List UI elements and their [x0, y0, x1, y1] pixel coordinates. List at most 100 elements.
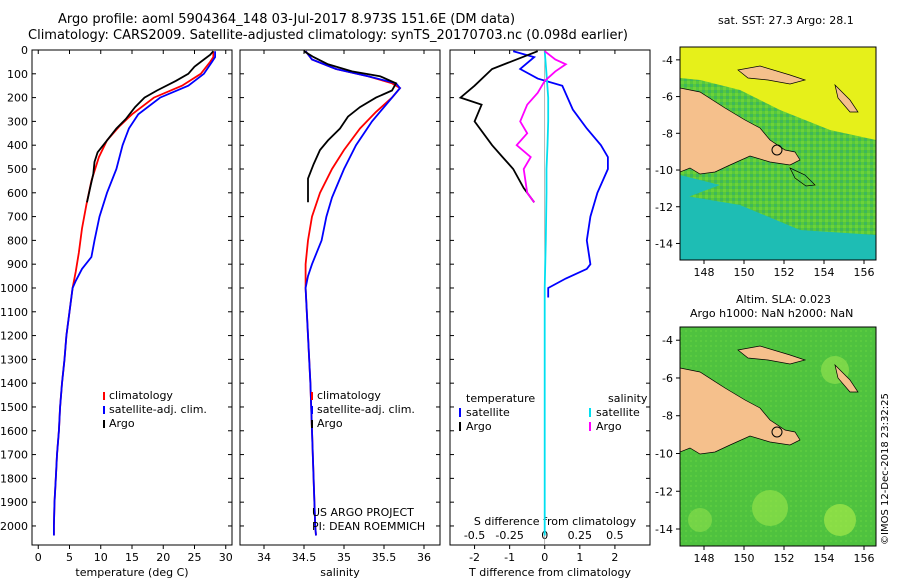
y-tick-label: 1000 [0, 282, 28, 295]
series-line-argo [86, 50, 214, 203]
map-lat-label: -8 [662, 127, 673, 140]
x-tick-label: 5 [66, 551, 73, 564]
land-new-guinea [680, 87, 801, 175]
y-tick-label: 0 [21, 44, 28, 57]
x-tick-label: 35 [337, 551, 351, 564]
map-lat-label: -12 [655, 485, 673, 498]
difference-panel: -2 -1 0 1 2-0.5 -0.25 0 0.25 0.5S difference fro… [449, 49, 651, 579]
temperature-panel: 0 5 10 15 20 25 30 temperature (deg C) 0 100 200 30… [0, 44, 233, 579]
y-tick-label: 1600 [0, 425, 28, 438]
y-tick-label: 2000 [0, 520, 28, 533]
land-new-guinea [680, 367, 801, 455]
sst-field-warm [680, 47, 876, 140]
y-tick-label: 300 [7, 115, 28, 128]
x-tick-label: 30 [219, 551, 233, 564]
sla-highlight [688, 508, 712, 532]
legend-label: satellite-adj. clim. [317, 403, 415, 416]
map-lat-label: -6 [662, 91, 673, 104]
map-lon-label: 150 [734, 552, 755, 565]
sst-field-cool-2 [680, 175, 720, 200]
y-tick-label: 1300 [0, 353, 28, 366]
map-lat-label: -10 [655, 447, 673, 460]
x-tick-label: -1 [504, 551, 515, 564]
x-tick-label: 34 [257, 551, 271, 564]
series-line-salinity-argo [515, 50, 568, 203]
map-lon-label: 156 [854, 552, 875, 565]
top-tick-label: -0.5 [464, 529, 485, 542]
y-tick-label: 900 [7, 258, 28, 271]
map-lon-label: 154 [814, 552, 835, 565]
legend-label: Argo [317, 417, 343, 430]
y-tick-label: 1100 [0, 306, 28, 319]
y-tick-label: 800 [7, 234, 28, 247]
y-tick-label: 1400 [0, 377, 28, 390]
y-tick-label: 1900 [0, 496, 28, 509]
sla-map-title-line1: Altim. SLA: 0.023 [736, 293, 832, 306]
map-lat-label: -14 [655, 523, 673, 536]
argo-position-marker [771, 426, 783, 438]
top-tick-label: 0.5 [606, 529, 624, 542]
credit-line1: US ARGO PROJECT [312, 506, 414, 519]
sla-map [680, 327, 876, 546]
map-lat-label: -6 [662, 372, 673, 385]
map-lat-label: -12 [655, 201, 673, 214]
y-tick-label: 1500 [0, 401, 28, 414]
y-tick-label: 400 [7, 139, 28, 152]
legend-label: satellite [466, 406, 510, 419]
sla-highlight [824, 504, 856, 536]
x-tick-label: 0 [35, 551, 42, 564]
series-line-satellite-adj-clim- [304, 50, 402, 536]
map-lat-label: -4 [662, 334, 673, 347]
islands-louisiade [789, 167, 816, 187]
map-lon-label: 148 [694, 552, 715, 565]
sla-map-frame [679, 326, 877, 547]
top-tick-label: -0.25 [495, 529, 523, 542]
y-tick-label: 500 [7, 163, 28, 176]
y-tick-label: 200 [7, 92, 28, 105]
land-bougainville [834, 363, 859, 393]
plot-frame [449, 49, 651, 546]
map-lon-label: 152 [774, 266, 795, 279]
series-line-argo [303, 50, 398, 203]
y-tick-label: 700 [7, 211, 28, 224]
legend-label: Argo [109, 417, 135, 430]
sla-highlight [752, 490, 788, 526]
map-lon-label: 156 [854, 266, 875, 279]
sst-map-frame [679, 46, 877, 261]
map-lat-label: -8 [662, 410, 673, 423]
series-line-temperature-satellite [512, 50, 609, 298]
map-lon-label: 148 [694, 266, 715, 279]
x-tick-label: -2 [469, 551, 480, 564]
x-axis-label: salinity [320, 566, 360, 579]
sst-map [680, 47, 876, 260]
map-lon-label: 154 [814, 266, 835, 279]
x-tick-label: 10 [94, 551, 108, 564]
x-tick-label: 35.5 [372, 551, 397, 564]
top-axis-label: S difference from climatology [474, 515, 637, 528]
sst-field-cool [680, 195, 876, 260]
top-tick-label: 0.25 [568, 529, 593, 542]
legend-label: Argo [466, 420, 492, 433]
x-axis-label: temperature (deg C) [75, 566, 188, 579]
map-lon-label: 150 [734, 266, 755, 279]
y-tick-label: 600 [7, 187, 28, 200]
map-axes: 148 150 152 154 156 -4 -6 -8 -10 -12 -14 148 150 152 1… [655, 54, 874, 565]
legend-label: climatology [109, 389, 173, 402]
legend-header: salinity [608, 392, 648, 405]
map-lon-label: 152 [774, 552, 795, 565]
x-axis-label: T difference from climatology [468, 566, 631, 579]
y-tick-label: 1800 [0, 472, 28, 485]
legend-label: climatology [317, 389, 381, 402]
legend-label: satellite-adj. clim. [109, 403, 207, 416]
plot-frame [239, 49, 441, 546]
x-tick-label: 34.5 [292, 551, 317, 564]
y-tick-label: 1700 [0, 449, 28, 462]
series-line-salinity-satellite [543, 51, 550, 536]
map-lat-label: -10 [655, 164, 673, 177]
map-lat-label: -14 [655, 237, 673, 250]
x-tick-label: 0 [541, 551, 548, 564]
land-new-britain [737, 65, 807, 85]
legend-label: satellite [596, 406, 640, 419]
